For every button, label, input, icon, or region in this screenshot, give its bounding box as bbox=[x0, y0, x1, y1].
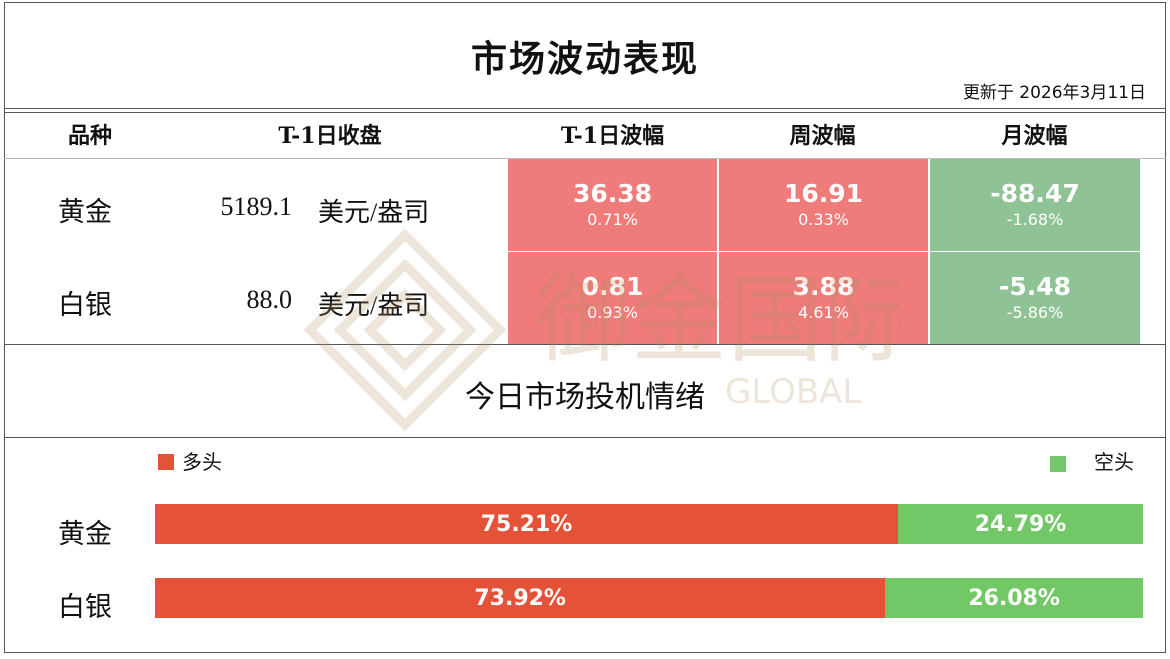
divider bbox=[4, 108, 1166, 109]
short-legend-swatch bbox=[1050, 456, 1066, 472]
silver-month-range-cell: -5.48 -5.86% bbox=[930, 252, 1140, 344]
divider bbox=[4, 158, 1166, 159]
column-header-t1-range: T-1日波幅 bbox=[560, 123, 665, 149]
silver-sentiment-bar: 73.92% 26.08% bbox=[155, 578, 1143, 618]
long-legend-swatch bbox=[158, 454, 174, 470]
sentiment-name-silver: 白银 bbox=[58, 592, 112, 623]
gold-close-value: 5189.1 bbox=[220, 192, 293, 221]
silver-close-value: 88.0 bbox=[246, 285, 293, 314]
column-header-variety: 品种 bbox=[67, 123, 112, 149]
gold-t1-range-value: 36.38 bbox=[572, 179, 653, 208]
gold-long-segment: 75.21% bbox=[155, 504, 899, 544]
silver-week-range-value: 3.88 bbox=[792, 272, 855, 301]
gold-sentiment-bar: 75.21% 24.79% bbox=[155, 504, 1143, 544]
gold-month-range-cell: -88.47 -1.68% bbox=[930, 159, 1140, 251]
silver-long-segment: 73.92% bbox=[155, 578, 886, 618]
gold-month-range-value: -88.47 bbox=[990, 179, 1080, 208]
gold-t1-range-pct: 0.71% bbox=[587, 210, 638, 229]
column-header-week-range: 周波幅 bbox=[789, 123, 856, 149]
silver-t1-range-value: 0.81 bbox=[581, 272, 644, 301]
silver-short-segment: 26.08% bbox=[885, 578, 1143, 618]
column-header-close: T-1日收盘 bbox=[278, 123, 382, 149]
divider bbox=[4, 437, 1166, 438]
silver-month-range-value: -5.48 bbox=[998, 272, 1072, 301]
gold-close-unit: 美元/盎司 bbox=[318, 198, 430, 227]
silver-t1-range-cell: 0.81 0.93% bbox=[508, 252, 717, 344]
silver-week-range-cell: 3.88 4.61% bbox=[719, 252, 928, 344]
page-title: 市场波动表现 bbox=[470, 38, 699, 80]
update-date: 更新于 2026年3月11日 bbox=[962, 83, 1146, 103]
divider bbox=[4, 344, 1166, 345]
row-name-silver: 白银 bbox=[58, 290, 112, 321]
silver-month-range-pct: -5.86% bbox=[1006, 303, 1064, 322]
gold-month-range-pct: -1.68% bbox=[1006, 210, 1064, 229]
silver-close-unit: 美元/盎司 bbox=[318, 291, 430, 320]
gold-week-range-value: 16.91 bbox=[783, 179, 864, 208]
gold-short-segment: 24.79% bbox=[898, 504, 1143, 544]
silver-week-range-pct: 4.61% bbox=[798, 303, 849, 322]
sentiment-name-gold: 黄金 bbox=[58, 519, 112, 550]
sentiment-title: 今日市场投机情绪 bbox=[465, 380, 705, 415]
report-frame bbox=[4, 2, 1166, 653]
short-legend-label: 空头 bbox=[1094, 450, 1134, 474]
divider bbox=[4, 112, 1166, 113]
gold-t1-range-cell: 36.38 0.71% bbox=[508, 159, 717, 251]
long-legend-label: 多头 bbox=[182, 450, 222, 474]
column-header-month-range: 月波幅 bbox=[1001, 123, 1068, 149]
gold-week-range-cell: 16.91 0.33% bbox=[719, 159, 928, 251]
silver-t1-range-pct: 0.93% bbox=[587, 303, 638, 322]
gold-week-range-pct: 0.33% bbox=[798, 210, 849, 229]
row-name-gold: 黄金 bbox=[58, 197, 112, 228]
